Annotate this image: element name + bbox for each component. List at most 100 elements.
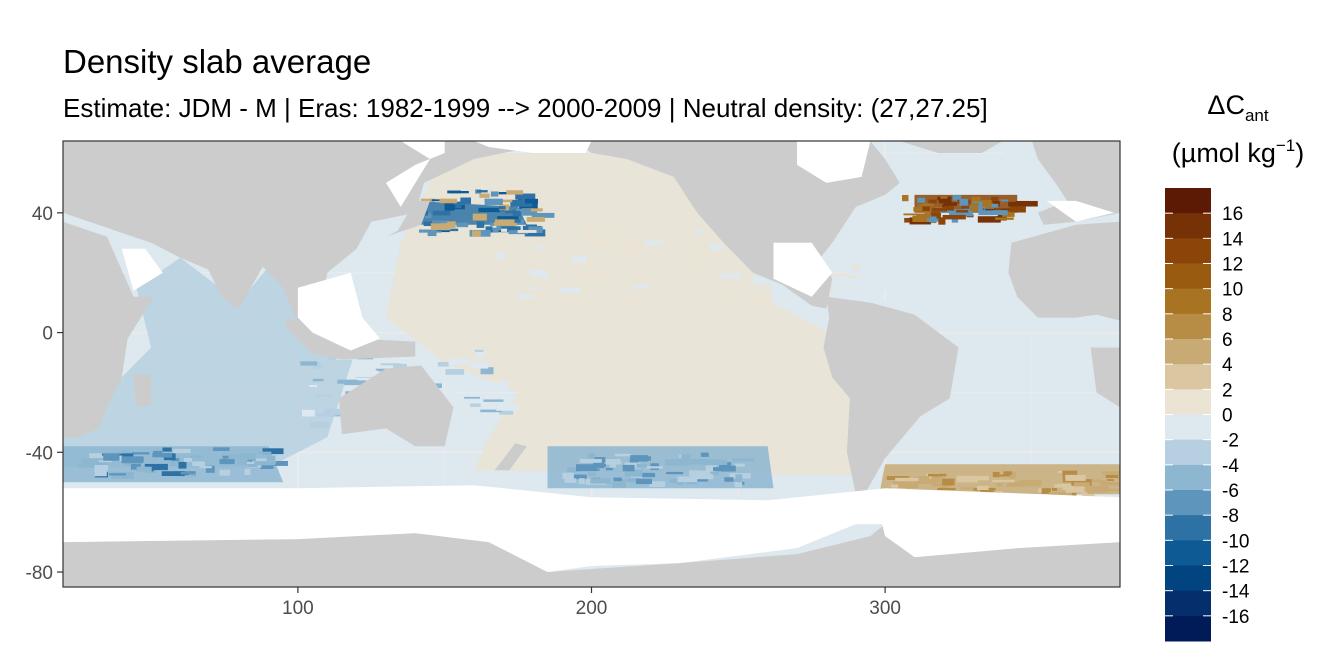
data-cell — [506, 190, 524, 195]
data-cell — [89, 453, 104, 459]
data-cell — [472, 213, 487, 221]
data-cell — [564, 478, 577, 483]
data-cell — [444, 203, 455, 211]
no-data-caribbean — [773, 242, 833, 297]
data-cell — [686, 481, 697, 485]
legend-label: 8 — [1222, 305, 1233, 326]
data-cell — [618, 231, 639, 234]
data-cell — [951, 218, 959, 223]
data-cell — [180, 471, 195, 475]
data-cell — [700, 452, 709, 457]
data-cell — [431, 199, 444, 202]
data-cell — [677, 482, 684, 485]
data-cell — [719, 462, 732, 468]
data-cell — [969, 475, 989, 481]
data-cell — [993, 210, 1008, 216]
data-cell — [479, 193, 490, 198]
data-cell — [315, 413, 336, 417]
data-cell — [992, 479, 1015, 483]
data-cell — [940, 196, 948, 199]
data-cell — [971, 196, 981, 202]
data-cell — [441, 389, 457, 396]
land-europe — [1031, 141, 1120, 225]
data-cell — [309, 384, 318, 388]
data-cell — [1062, 470, 1078, 477]
data-cell — [456, 222, 469, 228]
legend-label: -8 — [1222, 506, 1239, 527]
data-cell — [79, 463, 96, 468]
data-cell — [259, 464, 274, 469]
data-cell — [990, 196, 999, 203]
data-cell — [1065, 486, 1085, 493]
data-cell — [498, 206, 506, 210]
legend-swatch — [1165, 188, 1211, 214]
data-cell — [463, 394, 479, 397]
data-cell — [192, 461, 205, 467]
data-cell — [534, 246, 544, 249]
data-cell — [525, 198, 539, 204]
data-cell — [432, 220, 448, 224]
data-cell — [470, 403, 481, 407]
data-cell — [97, 462, 108, 467]
data-cell — [579, 458, 602, 463]
data-cell — [1107, 488, 1120, 492]
data-cell — [705, 465, 717, 472]
data-cell — [980, 490, 994, 494]
data-cell — [531, 212, 555, 218]
data-cell — [943, 206, 955, 211]
data-cell — [498, 191, 514, 195]
data-cell — [131, 452, 150, 455]
data-cell — [992, 472, 1000, 478]
data-cell — [309, 421, 330, 429]
data-cell — [731, 284, 753, 287]
no-data-weddell — [879, 512, 1018, 558]
data-cell — [1009, 206, 1026, 213]
data-cell — [478, 207, 500, 213]
data-cell — [917, 204, 934, 207]
data-cell — [903, 213, 926, 216]
data-cell — [423, 221, 433, 227]
no-data-indo-seas — [297, 272, 381, 351]
data-cell — [121, 450, 131, 453]
land-india — [203, 260, 263, 309]
data-cell — [1081, 492, 1088, 496]
data-cell — [510, 199, 533, 207]
land-west-africa — [1008, 221, 1120, 321]
y-tick-label: -40 — [26, 443, 53, 464]
data-cell — [732, 458, 755, 462]
data-cell — [614, 453, 632, 457]
data-cell — [703, 459, 724, 465]
data-cell — [699, 243, 723, 251]
data-cell — [497, 216, 519, 222]
chart-title: Density slab average — [63, 43, 372, 80]
data-cell — [959, 198, 969, 206]
data-cell — [455, 201, 462, 209]
data-cell — [912, 215, 931, 223]
data-cell — [475, 351, 485, 358]
data-cell — [942, 214, 966, 220]
data-cell — [1054, 484, 1068, 488]
data-cell — [1090, 480, 1107, 483]
data-cell — [977, 485, 989, 490]
data-cell — [718, 273, 741, 280]
data-cell — [913, 207, 931, 212]
data-cell — [496, 403, 519, 411]
data-cell — [505, 210, 521, 214]
data-cell — [448, 358, 470, 366]
land-antarctica — [63, 524, 1120, 587]
legend-label: 12 — [1222, 255, 1243, 276]
data-cell — [152, 453, 173, 458]
legend-label: 6 — [1222, 330, 1233, 351]
data-cell — [654, 262, 664, 268]
data-cell — [1002, 212, 1015, 217]
data-cell — [609, 464, 616, 468]
data-cell — [94, 465, 109, 471]
legend-label: -6 — [1222, 481, 1239, 502]
data-cell — [571, 256, 587, 263]
data-cell — [931, 475, 942, 483]
data-cell — [961, 204, 970, 209]
data-cell — [515, 208, 531, 212]
data-cell — [222, 455, 231, 459]
data-cell — [212, 447, 230, 451]
data-cell — [972, 200, 990, 206]
